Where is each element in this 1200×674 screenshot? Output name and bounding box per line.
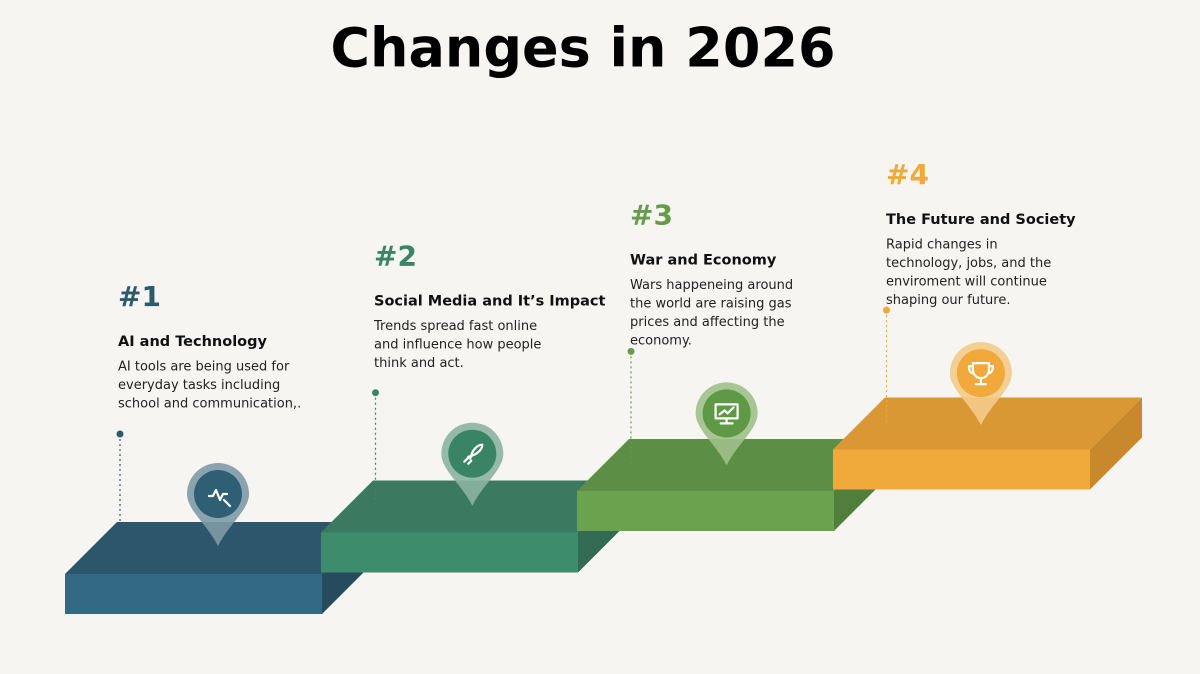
step-heading: War and Economy bbox=[630, 253, 777, 269]
pin-icon bbox=[714, 403, 739, 425]
pin-core bbox=[956, 349, 1005, 398]
pin-icon bbox=[207, 488, 232, 508]
connector-dot bbox=[883, 306, 890, 314]
step-top bbox=[65, 522, 374, 574]
step-body-line: technology, jobs, and the bbox=[886, 256, 1051, 271]
step-top bbox=[321, 480, 630, 533]
step-front bbox=[65, 574, 322, 614]
step-number: #1 bbox=[118, 280, 161, 313]
step-top bbox=[833, 397, 1142, 450]
title: Changes in 2026 bbox=[330, 17, 835, 80]
step-front bbox=[577, 491, 834, 531]
step-body-line: the world are raising gas bbox=[630, 297, 792, 312]
step-body-line: enviroment will continue bbox=[886, 274, 1047, 289]
step-heading: Social Media and It’s Impact bbox=[374, 293, 606, 309]
step-top bbox=[577, 439, 886, 491]
step-number: #3 bbox=[630, 199, 673, 232]
step-number: #4 bbox=[886, 158, 929, 191]
step-number: #2 bbox=[374, 239, 417, 272]
step-body-line: prices and affecting the bbox=[630, 315, 785, 330]
step-body-line: Trends spread fast online bbox=[373, 319, 537, 334]
step-body-line: Wars happeneing around bbox=[630, 278, 793, 293]
connector-dot bbox=[116, 430, 124, 438]
step-front bbox=[321, 532, 578, 573]
pin-icon bbox=[967, 362, 995, 386]
pin-icon bbox=[463, 443, 484, 465]
step-body-line: think and act. bbox=[374, 356, 464, 371]
step-heading: AI and Technology bbox=[118, 334, 268, 350]
step-body-line: shaping our future. bbox=[886, 293, 1010, 308]
step-side bbox=[1090, 397, 1142, 490]
step-front bbox=[833, 449, 1090, 490]
step-body-line: Rapid changes in bbox=[886, 237, 998, 252]
step-body-line: and influence how people bbox=[374, 337, 541, 352]
step-body-line: everyday tasks including bbox=[118, 378, 280, 393]
step-body-line: school and communication,. bbox=[118, 397, 301, 412]
connector-dot bbox=[627, 347, 635, 355]
steps: #1 AI and Technology AI tools are being us… bbox=[65, 158, 1142, 614]
step-body-line: AI tools are being used for bbox=[118, 360, 290, 375]
connector-dot bbox=[372, 389, 379, 397]
step-heading: The Future and Society bbox=[886, 212, 1076, 228]
step-body-line: economy. bbox=[630, 334, 692, 349]
